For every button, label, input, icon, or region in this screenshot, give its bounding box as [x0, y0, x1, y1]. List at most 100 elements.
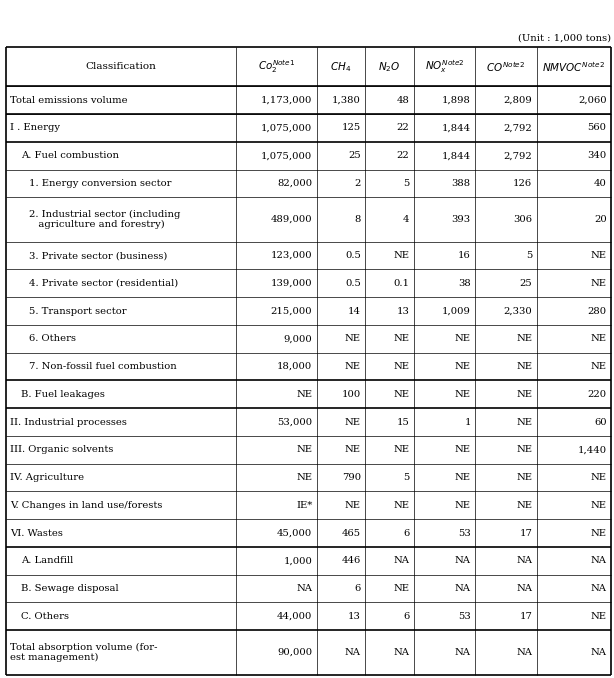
Text: NE: NE	[516, 473, 532, 482]
Text: 790: 790	[342, 473, 361, 482]
Text: NE: NE	[394, 501, 410, 510]
Text: 40: 40	[594, 179, 607, 188]
Text: 2. Industrial sector (including
   agriculture and forestry): 2. Industrial sector (including agricult…	[29, 210, 181, 229]
Text: NA: NA	[394, 648, 410, 657]
Text: 44,000: 44,000	[277, 612, 313, 621]
Text: 3. Private sector (business): 3. Private sector (business)	[29, 251, 168, 260]
Text: NE: NE	[394, 584, 410, 593]
Text: NE: NE	[516, 418, 532, 426]
Text: IV. Agriculture: IV. Agriculture	[10, 473, 84, 482]
Text: NA: NA	[516, 648, 532, 657]
Text: NE: NE	[516, 445, 532, 454]
Text: 13: 13	[348, 612, 361, 621]
Text: 15: 15	[397, 418, 410, 426]
Text: NE: NE	[516, 362, 532, 371]
Text: VI. Wastes: VI. Wastes	[10, 529, 63, 538]
Text: 489,000: 489,000	[271, 215, 313, 224]
Text: 5: 5	[526, 251, 532, 260]
Text: 5: 5	[403, 179, 410, 188]
Text: 5. Transport sector: 5. Transport sector	[29, 306, 127, 315]
Text: 560: 560	[588, 123, 607, 132]
Text: $N_2O$: $N_2O$	[378, 60, 400, 74]
Text: NA: NA	[297, 584, 313, 593]
Text: 22: 22	[397, 123, 410, 132]
Text: NE: NE	[345, 334, 361, 343]
Text: 22: 22	[397, 151, 410, 160]
Text: NA: NA	[455, 648, 471, 657]
Text: Classification: Classification	[85, 62, 157, 71]
Text: $CO^{Note2}$: $CO^{Note2}$	[486, 60, 526, 74]
Text: $NMVOC^{Note2}$: $NMVOC^{Note2}$	[542, 60, 605, 74]
Text: V. Changes in land use/forests: V. Changes in land use/forests	[10, 501, 162, 510]
Text: 53: 53	[458, 612, 471, 621]
Text: NE: NE	[591, 251, 607, 260]
Text: 126: 126	[513, 179, 532, 188]
Text: $NO_x^{Note2}$: $NO_x^{Note2}$	[424, 58, 464, 75]
Text: 1,009: 1,009	[442, 306, 471, 315]
Text: IE*: IE*	[296, 501, 313, 510]
Text: I . Energy: I . Energy	[10, 123, 60, 132]
Text: II. Industrial processes: II. Industrial processes	[10, 418, 126, 426]
Text: 90,000: 90,000	[277, 648, 313, 657]
Text: NE: NE	[591, 501, 607, 510]
Text: III. Organic solvents: III. Organic solvents	[10, 445, 113, 454]
Text: 1,173,000: 1,173,000	[261, 96, 313, 104]
Text: 1,440: 1,440	[578, 445, 607, 454]
Text: NE: NE	[394, 251, 410, 260]
Text: NE: NE	[394, 334, 410, 343]
Text: B. Sewage disposal: B. Sewage disposal	[21, 584, 119, 593]
Text: NE: NE	[345, 501, 361, 510]
Text: 4: 4	[403, 215, 410, 224]
Text: NA: NA	[455, 557, 471, 565]
Text: 1,844: 1,844	[441, 151, 471, 160]
Text: NE: NE	[345, 445, 361, 454]
Text: NE: NE	[516, 501, 532, 510]
Text: 45,000: 45,000	[277, 529, 313, 538]
Text: 16: 16	[458, 251, 471, 260]
Text: 1. Energy conversion sector: 1. Energy conversion sector	[29, 179, 172, 188]
Text: (Unit : 1,000 tons): (Unit : 1,000 tons)	[518, 33, 611, 42]
Text: 0.1: 0.1	[394, 279, 410, 288]
Text: 1,075,000: 1,075,000	[261, 151, 313, 160]
Text: NA: NA	[591, 584, 607, 593]
Text: NE: NE	[455, 334, 471, 343]
Text: 388: 388	[452, 179, 471, 188]
Text: 1,000: 1,000	[284, 557, 313, 565]
Text: 6: 6	[403, 612, 410, 621]
Text: A. Landfill: A. Landfill	[21, 557, 73, 565]
Text: C. Others: C. Others	[21, 612, 69, 621]
Text: NE: NE	[394, 445, 410, 454]
Text: 17: 17	[519, 612, 532, 621]
Text: 123,000: 123,000	[271, 251, 313, 260]
Text: 1,898: 1,898	[442, 96, 471, 104]
Text: 5: 5	[403, 473, 410, 482]
Text: NE: NE	[297, 390, 313, 399]
Text: 100: 100	[341, 390, 361, 399]
Text: NE: NE	[345, 418, 361, 426]
Text: NE: NE	[591, 362, 607, 371]
Text: 220: 220	[588, 390, 607, 399]
Text: 48: 48	[397, 96, 410, 104]
Text: 340: 340	[588, 151, 607, 160]
Text: 17: 17	[519, 529, 532, 538]
Text: 0.5: 0.5	[345, 279, 361, 288]
Text: A. Fuel combustion: A. Fuel combustion	[21, 151, 119, 160]
Text: $CH_4$: $CH_4$	[330, 60, 351, 74]
Text: NA: NA	[591, 557, 607, 565]
Text: 306: 306	[513, 215, 532, 224]
Text: NE: NE	[455, 473, 471, 482]
Text: 2,792: 2,792	[503, 151, 532, 160]
Text: 60: 60	[594, 418, 607, 426]
Text: 18,000: 18,000	[277, 362, 313, 371]
Text: NE: NE	[297, 445, 313, 454]
Text: 8: 8	[354, 215, 361, 224]
Text: 82,000: 82,000	[277, 179, 313, 188]
Text: B. Fuel leakages: B. Fuel leakages	[21, 390, 105, 399]
Text: 139,000: 139,000	[271, 279, 313, 288]
Text: NE: NE	[394, 390, 410, 399]
Text: 38: 38	[458, 279, 471, 288]
Text: 215,000: 215,000	[271, 306, 313, 315]
Text: 7. Non-fossil fuel combustion: 7. Non-fossil fuel combustion	[29, 362, 177, 371]
Text: NE: NE	[591, 279, 607, 288]
Text: NE: NE	[297, 473, 313, 482]
